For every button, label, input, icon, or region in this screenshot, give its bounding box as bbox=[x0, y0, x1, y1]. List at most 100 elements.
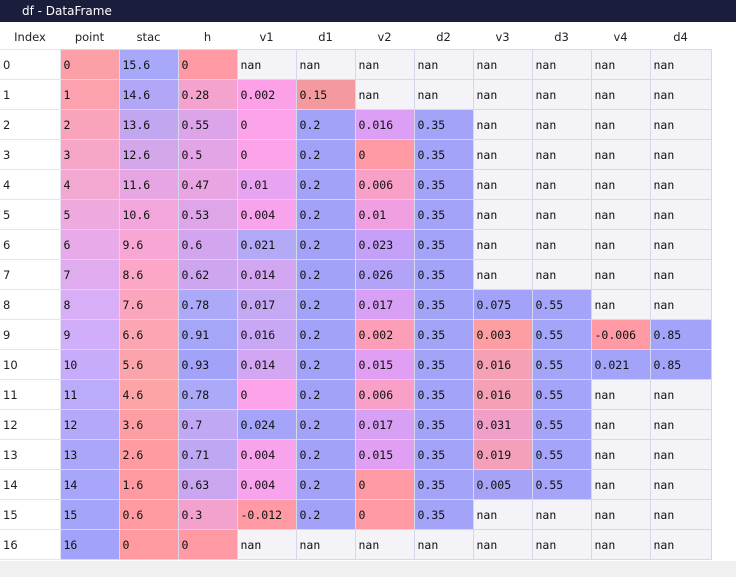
cell-d4[interactable]: nan bbox=[649, 499, 712, 530]
cell-point[interactable]: 0 bbox=[59, 49, 120, 80]
cell-v2[interactable]: 0.015 bbox=[354, 439, 415, 470]
cell-d1[interactable]: 0.2 bbox=[295, 439, 356, 470]
row-index[interactable]: 13 bbox=[0, 439, 61, 470]
cell-d2[interactable]: 0.35 bbox=[413, 229, 474, 260]
cell-point[interactable]: 6 bbox=[59, 229, 120, 260]
cell-stac[interactable]: 6.6 bbox=[118, 319, 179, 350]
cell-stac[interactable]: 9.6 bbox=[118, 229, 179, 260]
cell-v2[interactable]: 0.006 bbox=[354, 169, 415, 200]
cell-v1[interactable]: 0.004 bbox=[236, 199, 297, 230]
cell-v3[interactable]: 0.031 bbox=[472, 409, 533, 440]
cell-v1[interactable]: 0.014 bbox=[236, 349, 297, 380]
cell-d2[interactable]: 0.35 bbox=[413, 319, 474, 350]
cell-d3[interactable]: 0.55 bbox=[531, 469, 592, 500]
cell-d2[interactable]: nan bbox=[413, 49, 474, 80]
cell-h[interactable]: 0.3 bbox=[177, 499, 238, 530]
row-index[interactable]: 8 bbox=[0, 289, 61, 320]
cell-point[interactable]: 13 bbox=[59, 439, 120, 470]
cell-d3[interactable]: 0.55 bbox=[531, 439, 592, 470]
cell-stac[interactable]: 1.6 bbox=[118, 469, 179, 500]
column-header-d3[interactable]: d3 bbox=[532, 25, 591, 50]
cell-d3[interactable]: nan bbox=[531, 109, 592, 140]
cell-v2[interactable]: 0.026 bbox=[354, 259, 415, 290]
cell-d3[interactable]: nan bbox=[531, 79, 592, 110]
cell-v1[interactable]: 0 bbox=[236, 379, 297, 410]
cell-d3[interactable]: 0.55 bbox=[531, 319, 592, 350]
cell-d1[interactable]: 0.2 bbox=[295, 199, 356, 230]
cell-v4[interactable]: nan bbox=[590, 139, 651, 170]
cell-d4[interactable]: nan bbox=[649, 199, 712, 230]
column-header-h[interactable]: h bbox=[178, 25, 237, 50]
cell-stac[interactable]: 0.6 bbox=[118, 499, 179, 530]
cell-d1[interactable]: 0.2 bbox=[295, 109, 356, 140]
cell-point[interactable]: 10 bbox=[59, 349, 120, 380]
cell-d2[interactable]: 0.35 bbox=[413, 139, 474, 170]
cell-v3[interactable]: 0.019 bbox=[472, 439, 533, 470]
cell-h[interactable]: 0.78 bbox=[177, 289, 238, 320]
cell-v2[interactable]: 0.01 bbox=[354, 199, 415, 230]
cell-v4[interactable]: nan bbox=[590, 499, 651, 530]
cell-d2[interactable]: 0.35 bbox=[413, 379, 474, 410]
cell-stac[interactable]: 5.6 bbox=[118, 349, 179, 380]
cell-v2[interactable]: 0.015 bbox=[354, 349, 415, 380]
cell-d4[interactable]: nan bbox=[649, 169, 712, 200]
cell-v3[interactable]: 0.075 bbox=[472, 289, 533, 320]
cell-v4[interactable]: nan bbox=[590, 469, 651, 500]
cell-point[interactable]: 1 bbox=[59, 79, 120, 110]
cell-v3[interactable]: nan bbox=[472, 529, 533, 560]
cell-d1[interactable]: 0.2 bbox=[295, 379, 356, 410]
cell-d4[interactable]: nan bbox=[649, 469, 712, 500]
cell-v4[interactable]: nan bbox=[590, 49, 651, 80]
cell-v4[interactable]: -0.006 bbox=[590, 319, 651, 350]
cell-d3[interactable]: 0.55 bbox=[531, 409, 592, 440]
column-header-v2[interactable]: v2 bbox=[355, 25, 414, 50]
cell-d4[interactable]: nan bbox=[649, 229, 712, 260]
cell-d1[interactable]: 0.2 bbox=[295, 469, 356, 500]
cell-point[interactable]: 12 bbox=[59, 409, 120, 440]
cell-stac[interactable]: 4.6 bbox=[118, 379, 179, 410]
cell-d1[interactable]: 0.2 bbox=[295, 229, 356, 260]
row-index[interactable]: 3 bbox=[0, 139, 61, 170]
row-index[interactable]: 5 bbox=[0, 199, 61, 230]
cell-d3[interactable]: nan bbox=[531, 229, 592, 260]
cell-v2[interactable]: 0 bbox=[354, 139, 415, 170]
cell-d1[interactable]: 0.2 bbox=[295, 169, 356, 200]
cell-v1[interactable]: nan bbox=[236, 49, 297, 80]
cell-v2[interactable]: 0.006 bbox=[354, 379, 415, 410]
cell-v4[interactable]: nan bbox=[590, 229, 651, 260]
cell-h[interactable]: 0 bbox=[177, 529, 238, 560]
cell-stac[interactable]: 11.6 bbox=[118, 169, 179, 200]
cell-v4[interactable]: nan bbox=[590, 379, 651, 410]
cell-d2[interactable]: 0.35 bbox=[413, 349, 474, 380]
cell-d2[interactable]: 0.35 bbox=[413, 289, 474, 320]
cell-v1[interactable]: 0 bbox=[236, 109, 297, 140]
row-index[interactable]: 1 bbox=[0, 79, 61, 110]
cell-stac[interactable]: 12.6 bbox=[118, 139, 179, 170]
cell-d2[interactable]: nan bbox=[413, 529, 474, 560]
cell-v3[interactable]: nan bbox=[472, 109, 533, 140]
cell-v2[interactable]: 0.017 bbox=[354, 289, 415, 320]
cell-point[interactable]: 15 bbox=[59, 499, 120, 530]
cell-d4[interactable]: nan bbox=[649, 259, 712, 290]
cell-h[interactable]: 0.91 bbox=[177, 319, 238, 350]
cell-v4[interactable]: nan bbox=[590, 259, 651, 290]
cell-d4[interactable]: nan bbox=[649, 409, 712, 440]
column-header-d4[interactable]: d4 bbox=[650, 25, 711, 50]
cell-v2[interactable]: 0.002 bbox=[354, 319, 415, 350]
column-header-v3[interactable]: v3 bbox=[473, 25, 532, 50]
row-index[interactable]: 10 bbox=[0, 349, 61, 380]
cell-point[interactable]: 2 bbox=[59, 109, 120, 140]
cell-v1[interactable]: 0.004 bbox=[236, 439, 297, 470]
cell-v3[interactable]: 0.005 bbox=[472, 469, 533, 500]
cell-h[interactable]: 0.53 bbox=[177, 199, 238, 230]
cell-d3[interactable]: nan bbox=[531, 529, 592, 560]
column-header-stac[interactable]: stac bbox=[119, 25, 178, 50]
cell-v3[interactable]: 0.016 bbox=[472, 379, 533, 410]
cell-v4[interactable]: nan bbox=[590, 109, 651, 140]
cell-v3[interactable]: 0.016 bbox=[472, 349, 533, 380]
cell-d4[interactable]: nan bbox=[649, 49, 712, 80]
cell-h[interactable]: 0.6 bbox=[177, 229, 238, 260]
cell-stac[interactable]: 0 bbox=[118, 529, 179, 560]
cell-d4[interactable]: nan bbox=[649, 289, 712, 320]
cell-v3[interactable]: nan bbox=[472, 139, 533, 170]
